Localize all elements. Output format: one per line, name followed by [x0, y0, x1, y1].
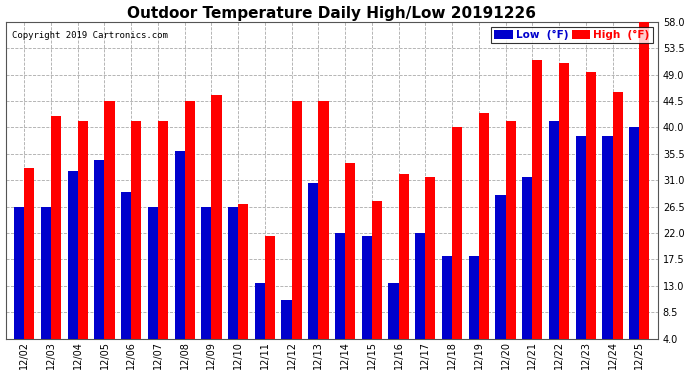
Bar: [532, 60, 542, 339]
Bar: [265, 236, 275, 339]
Bar: [495, 195, 506, 339]
Text: Copyright 2019 Cartronics.com: Copyright 2019 Cartronics.com: [12, 31, 168, 40]
Bar: [68, 171, 78, 339]
Bar: [238, 204, 248, 339]
Bar: [131, 122, 141, 339]
Bar: [549, 122, 559, 339]
Bar: [95, 160, 104, 339]
Bar: [345, 162, 355, 339]
Bar: [282, 300, 292, 339]
Bar: [372, 201, 382, 339]
Bar: [318, 101, 328, 339]
Bar: [602, 136, 613, 339]
Bar: [629, 128, 639, 339]
Bar: [442, 256, 452, 339]
Bar: [201, 207, 211, 339]
Bar: [469, 256, 479, 339]
Bar: [24, 168, 34, 339]
Bar: [51, 116, 61, 339]
Bar: [425, 177, 435, 339]
Bar: [613, 92, 622, 339]
Bar: [211, 95, 221, 339]
Bar: [104, 101, 115, 339]
Bar: [415, 233, 425, 339]
Bar: [41, 207, 51, 339]
Bar: [228, 207, 238, 339]
Bar: [292, 101, 302, 339]
Bar: [14, 207, 24, 339]
Bar: [175, 151, 185, 339]
Bar: [388, 283, 399, 339]
Bar: [399, 174, 408, 339]
Bar: [121, 192, 131, 339]
Bar: [522, 177, 532, 339]
Bar: [335, 233, 345, 339]
Bar: [559, 63, 569, 339]
Bar: [506, 122, 515, 339]
Bar: [308, 183, 318, 339]
Bar: [586, 72, 596, 339]
Bar: [255, 283, 265, 339]
Bar: [479, 112, 489, 339]
Bar: [148, 207, 158, 339]
Bar: [362, 236, 372, 339]
Legend: Low  (°F), High  (°F): Low (°F), High (°F): [491, 27, 653, 44]
Bar: [575, 136, 586, 339]
Bar: [158, 122, 168, 339]
Bar: [78, 122, 88, 339]
Title: Outdoor Temperature Daily High/Low 20191226: Outdoor Temperature Daily High/Low 20191…: [127, 6, 536, 21]
Bar: [452, 128, 462, 339]
Bar: [639, 22, 649, 339]
Bar: [185, 101, 195, 339]
